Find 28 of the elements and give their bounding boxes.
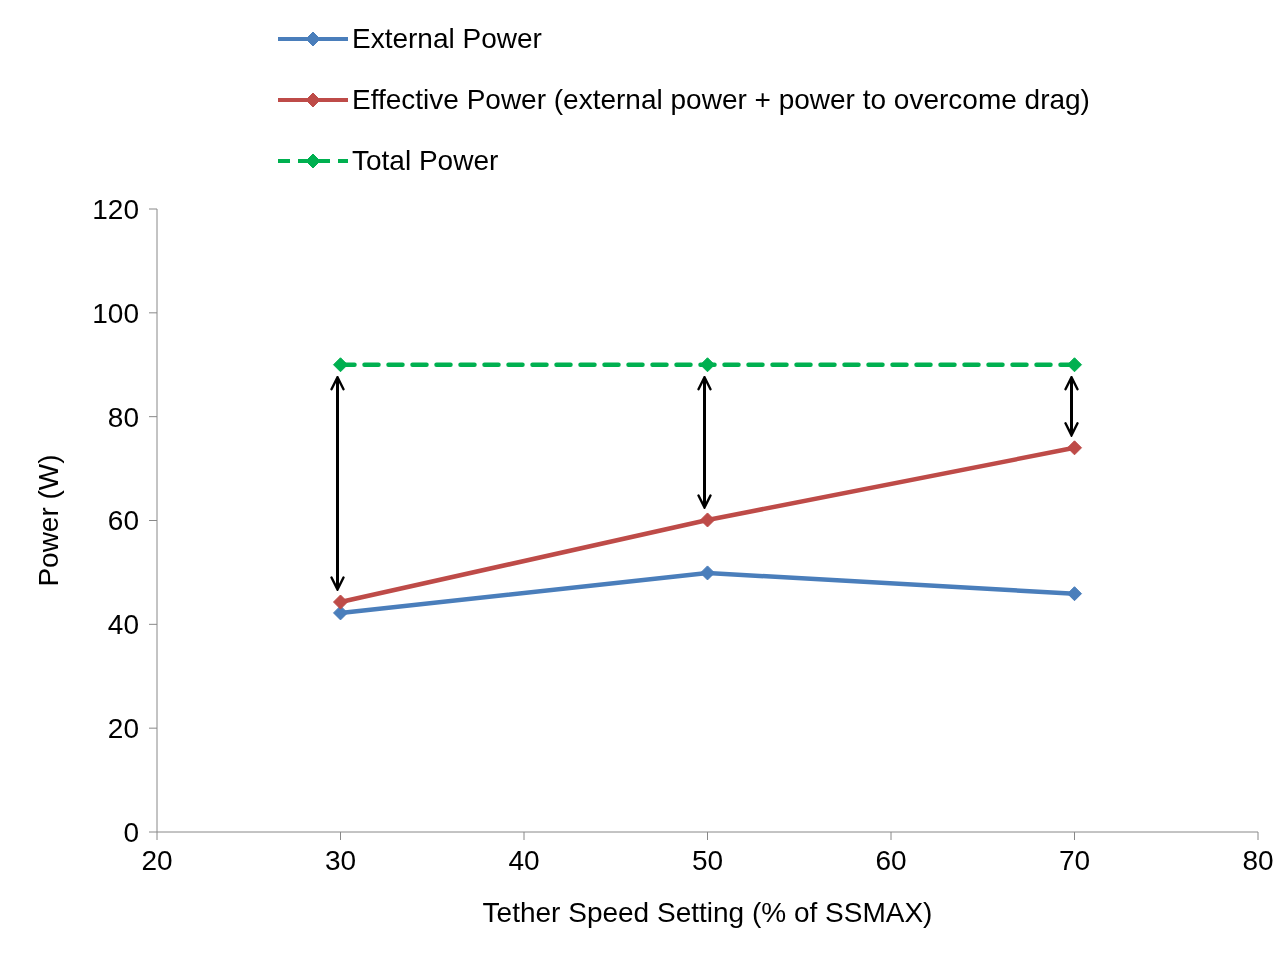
point (700, 357, 715, 373)
point (700, 512, 715, 528)
y-tick-label: 100 (92, 297, 139, 329)
x-tick-label: 40 (508, 844, 540, 876)
y-tick-label: 120 (92, 193, 139, 225)
point (700, 565, 715, 581)
point (333, 605, 348, 621)
point (333, 594, 348, 610)
x-tick-label: 60 (875, 844, 907, 876)
legend-label: External Power (352, 22, 542, 55)
y-tick-label: 40 (107, 609, 139, 641)
y-tick-label: 20 (107, 713, 139, 745)
x-tick-label: 80 (1242, 844, 1274, 876)
point (333, 357, 348, 373)
legend-label: Total Power (352, 144, 499, 177)
y-tick-label: 0 (123, 816, 139, 848)
y-tick-label: 80 (107, 401, 139, 433)
x-tick-label: 30 (324, 844, 357, 876)
legend-label: Effective Power (external power + power to overcome drag) (352, 83, 1090, 116)
point (1067, 586, 1082, 602)
x-tick-label: 70 (1058, 844, 1091, 876)
x-axis-title: Tether Speed Setting (% of SSMAX) (482, 897, 933, 928)
point (1067, 357, 1082, 373)
point (1067, 440, 1082, 456)
x-tick-label: 50 (691, 844, 724, 876)
y-axis-title: Power (W) (32, 454, 64, 587)
x-tick-label: 20 (141, 844, 173, 876)
y-tick-label: 60 (107, 505, 139, 537)
